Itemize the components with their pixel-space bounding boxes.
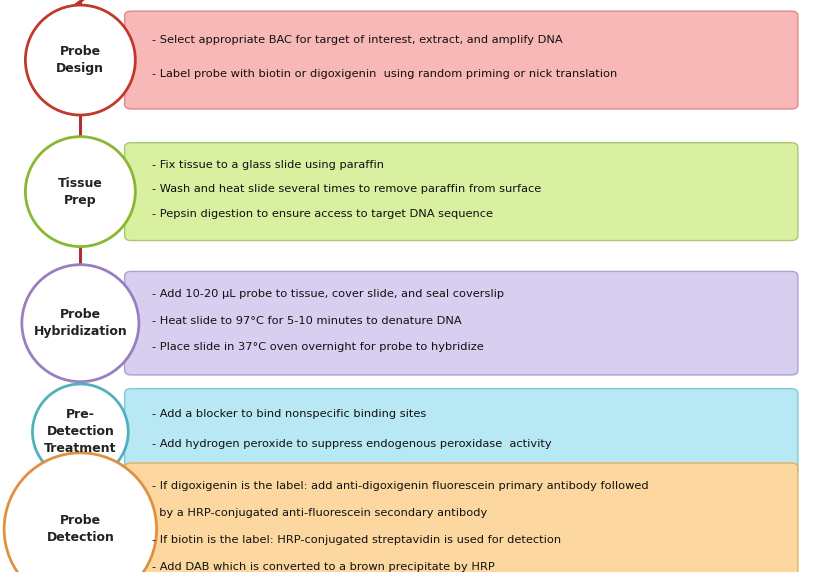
Text: - Place slide in 37°C oven overnight for probe to hybridize: - Place slide in 37°C oven overnight for… (152, 342, 483, 352)
FancyBboxPatch shape (124, 143, 797, 240)
FancyBboxPatch shape (124, 463, 797, 572)
Text: Probe
Detection: Probe Detection (47, 514, 114, 544)
Text: - Wash and heat slide several times to remove paraffin from surface: - Wash and heat slide several times to r… (152, 184, 541, 194)
Ellipse shape (4, 453, 156, 572)
Text: - Select appropriate BAC for target of interest, extract, and amplify DNA: - Select appropriate BAC for target of i… (152, 34, 562, 45)
Text: - Add DAB which is converted to a brown precipitate by HRP: - Add DAB which is converted to a brown … (152, 562, 494, 571)
Text: - Label probe with biotin or digoxigenin  using random priming or nick translati: - Label probe with biotin or digoxigenin… (152, 69, 616, 79)
FancyBboxPatch shape (124, 11, 797, 109)
Text: - Add hydrogen peroxide to suppress endogenous peroxidase  activity: - Add hydrogen peroxide to suppress endo… (152, 439, 550, 449)
Text: by a HRP-conjugated anti-fluorescein secondary antibody: by a HRP-conjugated anti-fluorescein sec… (152, 508, 486, 518)
Text: - Pepsin digestion to ensure access to target DNA sequence: - Pepsin digestion to ensure access to t… (152, 209, 492, 219)
Text: - Add a blocker to bind nonspecific binding sites: - Add a blocker to bind nonspecific bind… (152, 409, 425, 419)
Text: Pre-
Detection
Treatment: Pre- Detection Treatment (44, 408, 116, 455)
Text: - If digoxigenin is the label: add anti-digoxigenin fluorescein primary antibody: - If digoxigenin is the label: add anti-… (152, 481, 648, 491)
Text: - If biotin is the label: HRP-conjugated streptavidin is used for detection: - If biotin is the label: HRP-conjugated… (152, 535, 560, 545)
Text: - Heat slide to 97°C for 5-10 minutes to denature DNA: - Heat slide to 97°C for 5-10 minutes to… (152, 316, 461, 325)
Ellipse shape (25, 137, 135, 247)
FancyBboxPatch shape (124, 272, 797, 375)
Text: Probe
Hybridization: Probe Hybridization (34, 308, 127, 338)
Ellipse shape (22, 265, 138, 382)
Ellipse shape (25, 5, 135, 115)
Text: Probe
Design: Probe Design (57, 45, 104, 75)
Text: Tissue
Prep: Tissue Prep (58, 177, 102, 206)
Ellipse shape (33, 384, 128, 480)
FancyBboxPatch shape (124, 389, 797, 475)
Text: - Add 10-20 μL probe to tissue, cover slide, and seal coverslip: - Add 10-20 μL probe to tissue, cover sl… (152, 289, 503, 299)
Text: - Fix tissue to a glass slide using paraffin: - Fix tissue to a glass slide using para… (152, 160, 383, 169)
